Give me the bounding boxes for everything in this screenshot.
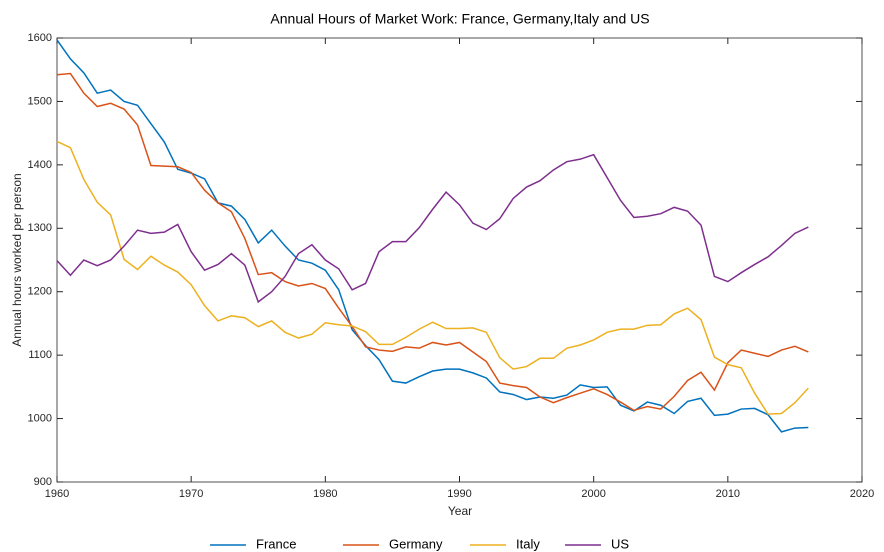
y-tick-label: 1400	[28, 159, 52, 171]
y-tick-label: 1200	[28, 286, 52, 298]
y-tick-label: 900	[34, 476, 52, 488]
y-tick-label: 1100	[28, 349, 52, 361]
x-tick-label: 2010	[716, 488, 740, 500]
chart-title: Annual Hours of Market Work: France, Ger…	[270, 11, 649, 27]
y-axis-label: Annual hours worked per person	[10, 173, 24, 346]
y-tick-label: 1000	[28, 412, 52, 424]
legend-label: France	[256, 536, 296, 551]
x-axis-label: Year	[448, 504, 472, 518]
x-tick-label: 1970	[179, 488, 203, 500]
x-tick-label: 1960	[45, 488, 69, 500]
series-line	[56, 39, 809, 433]
series-line	[56, 140, 809, 415]
legend-label: Germany	[389, 536, 443, 551]
x-tick-label: 1990	[447, 488, 471, 500]
y-tick-label: 1600	[28, 32, 52, 44]
plot-frame	[56, 37, 863, 483]
x-tick-label: 1980	[313, 488, 337, 500]
x-tick-label: 2020	[850, 488, 874, 500]
series-line	[56, 72, 809, 412]
legend-label: US	[611, 536, 629, 551]
x-tick-label: 2000	[581, 488, 605, 500]
legend-label: Italy	[516, 536, 540, 551]
y-tick-label: 1500	[28, 95, 52, 107]
series-line	[56, 153, 809, 304]
y-tick-label: 1300	[28, 222, 52, 234]
